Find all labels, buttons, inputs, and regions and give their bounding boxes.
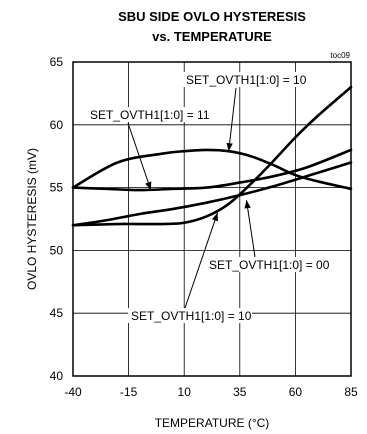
- y-tick-label: 40: [50, 369, 64, 383]
- annotation-1-bg: [183, 72, 307, 87]
- annotation-1-arrowhead: [226, 142, 233, 152]
- annotation-1-label: SET_OVTH1[1:0] = 10: [186, 73, 307, 87]
- annotation-2-label: SET_OVTH1[1:0] = 11: [90, 108, 210, 122]
- chart-subtitle: vs. TEMPERATURE: [152, 29, 272, 44]
- x-tick-label: 85: [344, 385, 358, 399]
- plot-frame: [72, 61, 352, 377]
- y-tick-label: 45: [50, 306, 64, 320]
- annotation-3-bg: [206, 257, 330, 272]
- x-tick-label: 35: [233, 385, 247, 399]
- series-line-2: [71, 148, 353, 192]
- annotation-3-label: SET_OVTH1[1:0] = 00: [209, 258, 330, 272]
- x-axis-label: TEMPERATURE (°C): [155, 416, 270, 430]
- chart-title: SBU SIDE OVLO HYSTERESIS: [118, 9, 306, 24]
- annotation-2-arrow-line: [127, 122, 152, 191]
- x-tick-label: 10: [178, 385, 192, 399]
- annotation-3-arrow-line: [245, 200, 256, 258]
- y-tick-label: 55: [50, 181, 64, 195]
- annotation-4-label: SET_OVTH1[1:0] = 10: [131, 309, 252, 323]
- annotation-2-bg: [87, 107, 211, 122]
- series-line-1: [71, 148, 353, 191]
- y-tick-labels: 40 45 50 55 60 65: [50, 55, 64, 383]
- x-tick-label: 60: [289, 385, 303, 399]
- series-line-3: [71, 161, 353, 227]
- y-tick-label: 60: [50, 118, 64, 132]
- y-tick-label: 65: [50, 55, 64, 69]
- annotation-arrows: [127, 87, 256, 309]
- annotation-4-bg: [128, 308, 252, 323]
- chart-code-label: toc09: [330, 51, 350, 60]
- annotation-2-arrowhead: [145, 181, 152, 191]
- annotation-1-arrow-line: [228, 87, 237, 152]
- series-lines: [71, 85, 353, 227]
- x-tick-labels: -40 -15 10 35 60 85: [64, 385, 358, 399]
- series-line-4: [71, 85, 353, 227]
- annotation-4-arrowhead: [211, 212, 219, 222]
- x-tick-label: -40: [64, 385, 82, 399]
- annotation-4-arrow-line: [184, 212, 219, 309]
- y-axis-label: OVLO HYSTERESIS (mV): [25, 148, 39, 290]
- y-tick-label: 50: [50, 243, 64, 257]
- x-tick-label: -15: [120, 385, 138, 399]
- annotation-3-arrowhead: [244, 200, 251, 209]
